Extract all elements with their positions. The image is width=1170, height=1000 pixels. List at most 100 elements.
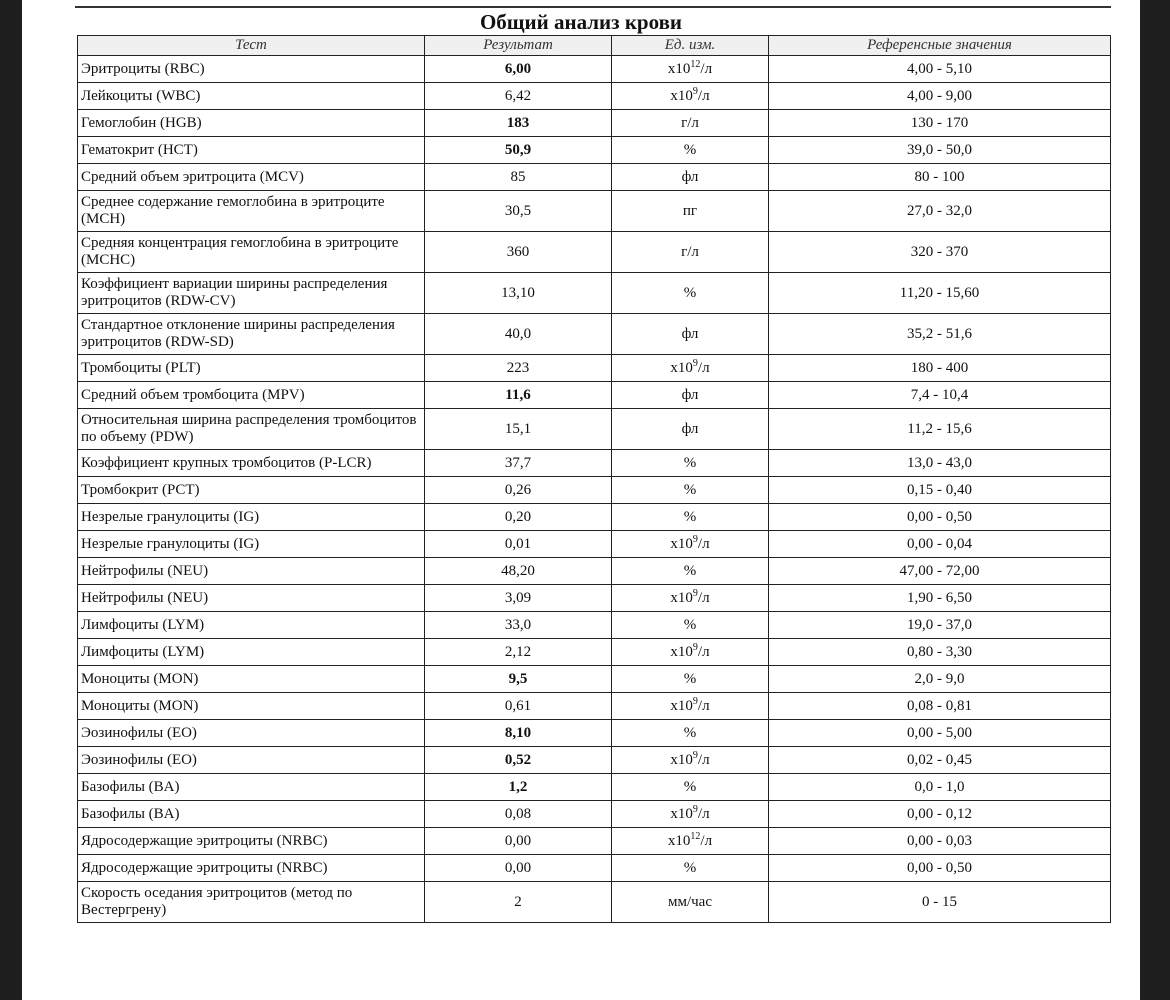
reference-range: 320 - 370 [768, 231, 1111, 273]
table-row: Базофилы (BA) 1,2% 0,0 - 1,0 [77, 773, 1111, 801]
unit-exponent: 9 [692, 803, 698, 815]
header-unit: Ед. изм. [611, 35, 769, 56]
table-row: Средняя концентрация гемоглобина в эритр… [77, 231, 1111, 273]
reference-range: 0,15 - 0,40 [768, 476, 1111, 504]
reference-range: 4,00 - 9,00 [768, 82, 1111, 110]
header-test: Тест [77, 35, 425, 56]
unit-base: % [683, 481, 697, 498]
table-row: Нейтрофилы (NEU) 3,09 x109/л 1,90 - 6,50 [77, 584, 1111, 612]
result-value: 50,9 [424, 136, 612, 164]
result-value: 0,01 [424, 530, 612, 558]
result-value: 8,10 [424, 719, 612, 747]
result-value: 0,26 [424, 476, 612, 504]
unit: % [611, 665, 769, 693]
unit: фл [611, 408, 769, 450]
result-value: 33,0 [424, 611, 612, 639]
unit-tail: /л [700, 60, 713, 77]
unit: x109/л [611, 354, 769, 382]
unit-tail: /л [697, 805, 710, 822]
test-name: Моноциты (MON) [77, 692, 425, 720]
unit: % [611, 557, 769, 585]
reference-range: 0,00 - 0,04 [768, 530, 1111, 558]
unit-base: фл [681, 325, 699, 342]
unit-base: x10 [670, 359, 693, 376]
result-value: 183 [424, 109, 612, 137]
table-row: Эозинофилы (EO) 0,52 x109/л 0,02 - 0,45 [77, 746, 1111, 774]
test-name: Моноциты (MON) [77, 665, 425, 693]
table-row: Средний объем тромбоцита (MPV) 11,6 фл 7,4 … [77, 381, 1111, 409]
unit-base: % [683, 141, 697, 158]
test-name: Лейкоциты (WBC) [77, 82, 425, 110]
unit-base: x10 [670, 589, 693, 606]
reference-range: 13,0 - 43,0 [768, 449, 1111, 477]
unit-base: фл [681, 420, 699, 437]
test-name: Лимфоциты (LYM) [77, 611, 425, 639]
unit-base: мм/час [667, 893, 712, 910]
unit-tail: /л [697, 359, 710, 376]
unit: мм/час [611, 881, 769, 923]
header-result: Результат [424, 35, 612, 56]
unit: % [611, 476, 769, 504]
unit-exponent: 9 [692, 641, 698, 653]
unit-tail: /л [697, 87, 710, 104]
reference-range: 0,08 - 0,81 [768, 692, 1111, 720]
result-value: 0,52 [424, 746, 612, 774]
test-name: Незрелые гранулоциты (IG) [77, 530, 425, 558]
test-name: Эритроциты (RBC) [77, 55, 425, 83]
unit: % [611, 136, 769, 164]
unit: % [611, 503, 769, 531]
reference-range: 1,90 - 6,50 [768, 584, 1111, 612]
unit-exponent: 12 [690, 58, 701, 70]
table-row: Незрелые гранулоциты (IG) 0,01 x109/л 0,00 … [77, 530, 1111, 558]
reference-range: 11,2 - 15,6 [768, 408, 1111, 450]
document-page: Общий анализ крови Тест Результат Ед. из… [22, 0, 1140, 1000]
unit-base: % [683, 778, 697, 795]
table-row: Гемоглобин (HGB) 183 г/л 130 - 170 [77, 109, 1111, 137]
reference-range: 0,00 - 5,00 [768, 719, 1111, 747]
reference-range: 11,20 - 15,60 [768, 272, 1111, 314]
table-row: Тромбокрит (PCT) 0,26% 0,15 - 0,40 [77, 476, 1111, 504]
header-reference: Референсные значения [768, 35, 1111, 56]
unit-base: x10 [667, 832, 691, 849]
unit-base: фл [681, 168, 699, 185]
result-value: 9,5 [424, 665, 612, 693]
test-name: Базофилы (BA) [77, 773, 425, 801]
unit: x109/л [611, 584, 769, 612]
test-name: Тромбоциты (PLT) [77, 354, 425, 382]
unit-base: фл [681, 386, 699, 403]
unit: x109/л [611, 746, 769, 774]
table-row: Средний объем эритроцита (MCV) 85 фл 80 - 1… [77, 163, 1111, 191]
unit-tail: /л [697, 697, 710, 714]
unit-exponent: 9 [692, 695, 698, 707]
reference-range: 180 - 400 [768, 354, 1111, 382]
result-value: 0,61 [424, 692, 612, 720]
unit-base: x10 [667, 60, 691, 77]
result-value: 3,09 [424, 584, 612, 612]
test-name: Нейтрофилы (NEU) [77, 584, 425, 612]
table-row: Тромбоциты (PLT) 223 x109/л 180 - 400 [77, 354, 1111, 382]
table-row: Относительная ширина распределения тромб… [77, 408, 1111, 450]
top-rule [75, 6, 1111, 8]
result-value: 85 [424, 163, 612, 191]
unit: x1012/л [611, 827, 769, 855]
table-row: Лимфоциты (LYM) 2,12 x109/л 0,80 - 3,30 [77, 638, 1111, 666]
table-header-row: Тест Результат Ед. изм. Референсные знач… [77, 35, 1111, 56]
result-value: 15,1 [424, 408, 612, 450]
reference-range: 4,00 - 5,10 [768, 55, 1111, 83]
results-table: Тест Результат Ед. изм. Референсные знач… [77, 35, 1111, 923]
test-name: Базофилы (BA) [77, 800, 425, 828]
unit-base: % [683, 859, 697, 876]
reference-range: 130 - 170 [768, 109, 1111, 137]
unit-base: x10 [670, 643, 693, 660]
unit-base: x10 [670, 697, 693, 714]
unit-base: % [683, 508, 697, 525]
table-row: Ядросодержащие эритроциты (NRBC) 0,00 x101… [77, 827, 1111, 855]
unit-base: % [683, 562, 697, 579]
reference-range: 80 - 100 [768, 163, 1111, 191]
reference-range: 0,80 - 3,30 [768, 638, 1111, 666]
test-name: Незрелые гранулоциты (IG) [77, 503, 425, 531]
reference-range: 7,4 - 10,4 [768, 381, 1111, 409]
reference-range: 27,0 - 32,0 [768, 190, 1111, 232]
unit: г/л [611, 231, 769, 273]
reference-range: 0 - 15 [768, 881, 1111, 923]
